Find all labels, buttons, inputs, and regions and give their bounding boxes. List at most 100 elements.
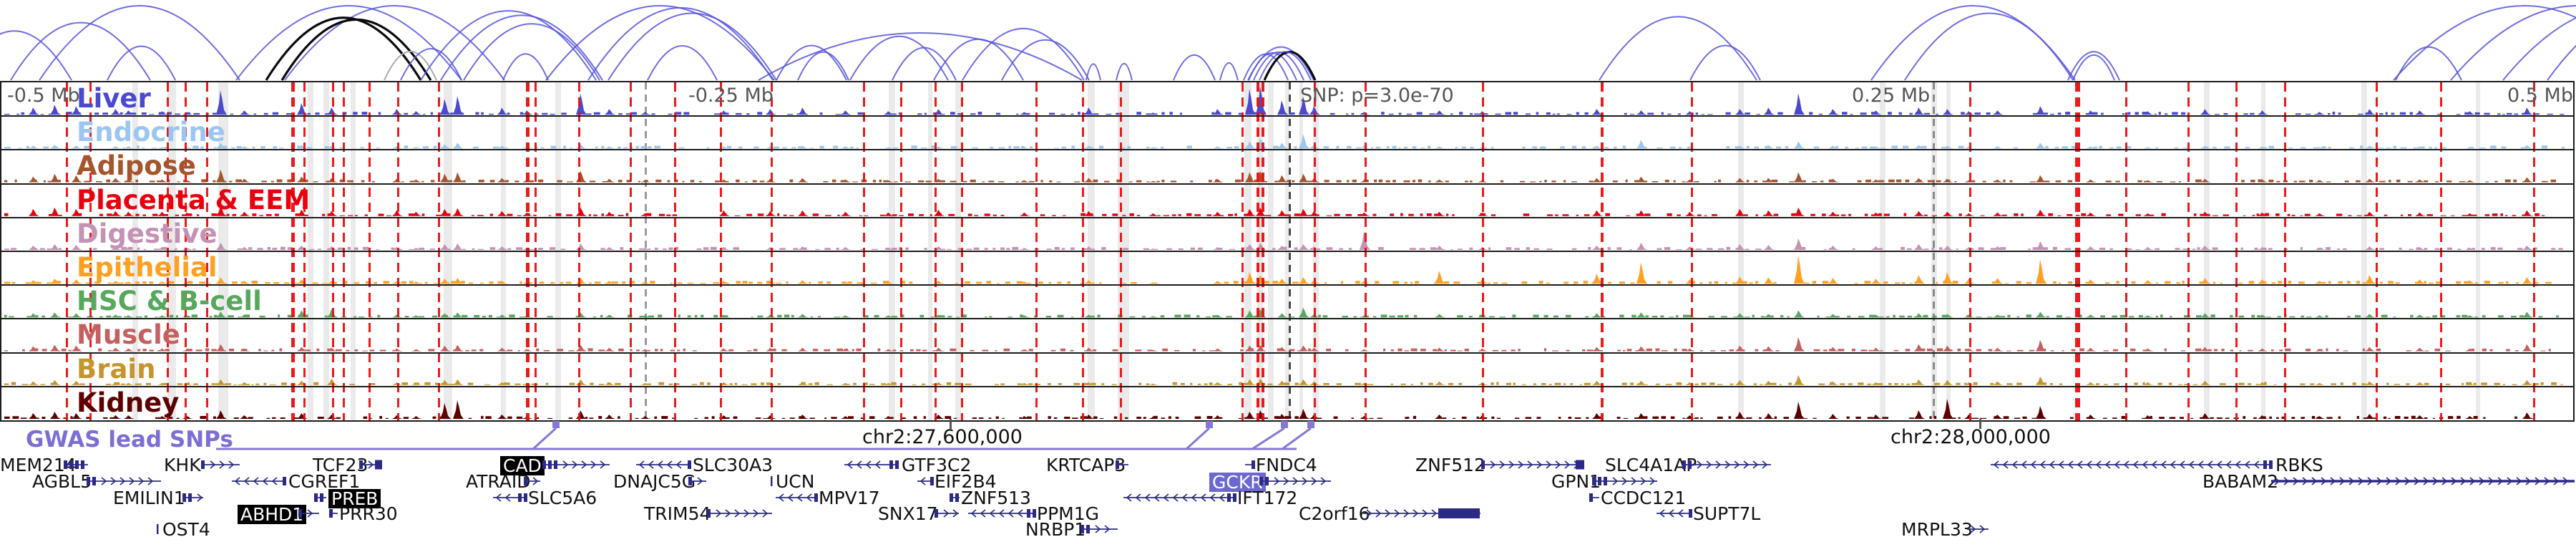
gene-glyph-agbl5[interactable]	[87, 475, 161, 488]
ruler-label-minus-05: -0.5 Mb	[7, 84, 80, 107]
gene-label-gckr[interactable]: GCKR	[1209, 473, 1266, 492]
gene-glyph-znf512[interactable]	[1481, 458, 1584, 471]
track-label-placenta-eem[interactable]: Placenta & EEM	[77, 184, 311, 216]
tracks-panel[interactable]: Liver Endocrine Adipose Placenta & EEM Diges…	[0, 81, 2575, 422]
interaction-arc	[107, 45, 176, 81]
gene-label-agbl5[interactable]: AGBL5	[32, 471, 92, 492]
track-label-epithelial[interactable]: Epithelial	[77, 252, 218, 283]
gene-glyph-abhd1[interactable]	[298, 507, 319, 520]
track-label-muscle[interactable]: Muscle	[77, 319, 180, 351]
gene-label-snx17[interactable]: SNX17	[878, 503, 938, 524]
gene-glyph-prr30[interactable]	[329, 507, 338, 520]
gene-glyph-tcf23[interactable]	[359, 458, 382, 471]
gene-label-ucn[interactable]: UCN	[776, 471, 815, 492]
gene-glyph-snx17[interactable]	[935, 507, 959, 520]
gene-glyph-fndc4[interactable]	[1245, 458, 1255, 471]
track-label-liver[interactable]: Liver	[77, 83, 151, 114]
gene-label-prr30[interactable]: PRR30	[339, 503, 398, 524]
gene-label-mem214[interactable]: MEM214	[0, 455, 77, 475]
gene-label-babam2[interactable]: BABAM2	[2202, 471, 2278, 492]
signal-liver	[4, 86, 2565, 115]
gene-glyph-znf513[interactable]	[950, 491, 960, 504]
gene-label-krtcap3[interactable]: KRTCAP3	[1046, 455, 1126, 475]
gene-label-ccdc121[interactable]: CCDC121	[1601, 488, 1687, 508]
gene-glyph-cgref1[interactable]	[232, 475, 286, 488]
gene-glyph-slc5a6[interactable]	[493, 491, 527, 504]
gene-label-dnajc5g[interactable]: DNAJC5G	[613, 471, 696, 492]
gene-label-ppm1g[interactable]: PPM1G	[1037, 503, 1099, 524]
gene-glyph-c2orf16[interactable]	[1363, 507, 1480, 520]
gene-label-slc5a6[interactable]: SLC5A6	[528, 488, 597, 508]
track-label-endocrine[interactable]: Endocrine	[77, 117, 225, 148]
track-label-adipose[interactable]: Adipose	[77, 150, 196, 182]
gwas-snp-marker[interactable]	[1307, 421, 1314, 428]
gene-glyph-khk[interactable]	[201, 458, 240, 471]
gene-label-trim54[interactable]: TRIM54	[644, 503, 711, 524]
gene-glyph-rbks[interactable]	[1991, 458, 2273, 471]
track-label-digestive[interactable]: Digestive	[77, 218, 218, 249]
gene-glyph-slc30a3[interactable]	[636, 458, 691, 471]
gene-glyph-dnajc5g[interactable]	[688, 475, 706, 488]
gwas-snp-marker[interactable]	[1206, 421, 1213, 428]
gene-label-ost4[interactable]: OST4	[162, 519, 210, 537]
gene-label-eif2b4[interactable]: EIF2B4	[935, 471, 997, 492]
gwas-snp-marker[interactable]	[552, 421, 560, 428]
gene-label-emilin1[interactable]: EMILIN1	[113, 488, 185, 508]
interaction-arc	[892, 47, 957, 81]
gene-label-cgref1[interactable]: CGREF1	[288, 471, 361, 492]
gene-label-abhd1[interactable]: ABHD1	[238, 505, 307, 524]
interaction-arc	[962, 28, 1085, 81]
gene-glyph-cad[interactable]	[542, 458, 610, 471]
gene-label-c2orf16[interactable]: C2orf16	[1299, 503, 1370, 524]
ruler-label-snp-pvalue: SNP: p=3.0e-70	[1300, 84, 1454, 107]
gene-glyph-supt7l[interactable]	[1657, 507, 1692, 520]
gene-label-supt7l[interactable]: SUPT7L	[1693, 503, 1761, 524]
gene-glyph-preb[interactable]	[314, 491, 326, 504]
gene-glyph-gtf3c2[interactable]	[844, 458, 899, 471]
gene-label-znf512[interactable]: ZNF512	[1415, 455, 1485, 475]
gene-label-khk[interactable]: KHK	[164, 455, 201, 475]
gene-label-cad[interactable]: CAD	[500, 456, 545, 475]
gwas-snp-marker[interactable]	[1281, 421, 1288, 428]
gene-glyph-emilin1[interactable]	[182, 491, 203, 504]
gene-glyph-gpn1[interactable]	[1592, 475, 1657, 488]
gene-glyph-atraid[interactable]	[524, 475, 540, 488]
gene-label-znf513[interactable]: ZNF513	[961, 488, 1031, 508]
gene-glyph-eif2b4[interactable]	[917, 475, 934, 488]
gene-glyph-gckr[interactable]	[1259, 475, 1331, 488]
track-label-hsc-b-cell[interactable]: HSC & B-cell	[77, 286, 262, 317]
interaction-arc	[849, 35, 949, 81]
gene-label-rbks[interactable]: RBKS	[2275, 455, 2323, 475]
gene-glyph-ost4[interactable]	[157, 523, 160, 536]
track-label-kidney[interactable]: Kidney	[77, 387, 180, 418]
gene-label-fndc4[interactable]: FNDC4	[1256, 455, 1317, 475]
gene-label-gtf3c2[interactable]: GTF3C2	[902, 455, 972, 475]
gene-glyph-krtcap3[interactable]	[1116, 458, 1128, 471]
gene-glyph-trim54[interactable]	[707, 507, 772, 520]
gene-label-mpv17[interactable]: MPV17	[819, 488, 880, 508]
gene-glyph-nrbp1[interactable]	[1080, 523, 1118, 536]
gene-glyph-mem214[interactable]	[64, 458, 88, 471]
gene-label-slc4a1ap[interactable]: SLC4A1AP	[1605, 455, 1697, 475]
gene-glyph-babam2[interactable]	[2271, 475, 2575, 488]
gene-glyph-mrpl33[interactable]	[1967, 523, 1989, 536]
gene-label-nrbp1[interactable]: NRBP1	[1025, 519, 1086, 537]
gene-label-ift172[interactable]: IFT172	[1237, 488, 1298, 508]
track-label-brain[interactable]: Brain	[77, 353, 156, 384]
gene-glyph-ppm1g[interactable]	[968, 507, 1036, 520]
gene-label-slc30a3[interactable]: SLC30A3	[693, 455, 774, 475]
signal-brain	[4, 374, 2563, 385]
gene-glyph-slc4a1ap[interactable]	[1682, 458, 1771, 471]
gene-glyph-ift172[interactable]	[1123, 491, 1236, 504]
gene-label-tcf23[interactable]: TCF23	[313, 455, 369, 475]
signal-endocrine	[4, 134, 2565, 149]
gene-glyph-ucn[interactable]	[771, 475, 774, 488]
gene-label-preb[interactable]: PREB	[328, 489, 381, 508]
gene-label-atraid[interactable]: ATRAID	[466, 471, 531, 492]
gene-label-mrpl33[interactable]: MRPL33	[1901, 519, 1973, 537]
track-separator	[1, 318, 2573, 320]
interaction-arc	[797, 51, 849, 81]
gene-glyph-ccdc121[interactable]	[1589, 491, 1599, 504]
gene-glyph-mpv17[interactable]	[776, 491, 818, 504]
